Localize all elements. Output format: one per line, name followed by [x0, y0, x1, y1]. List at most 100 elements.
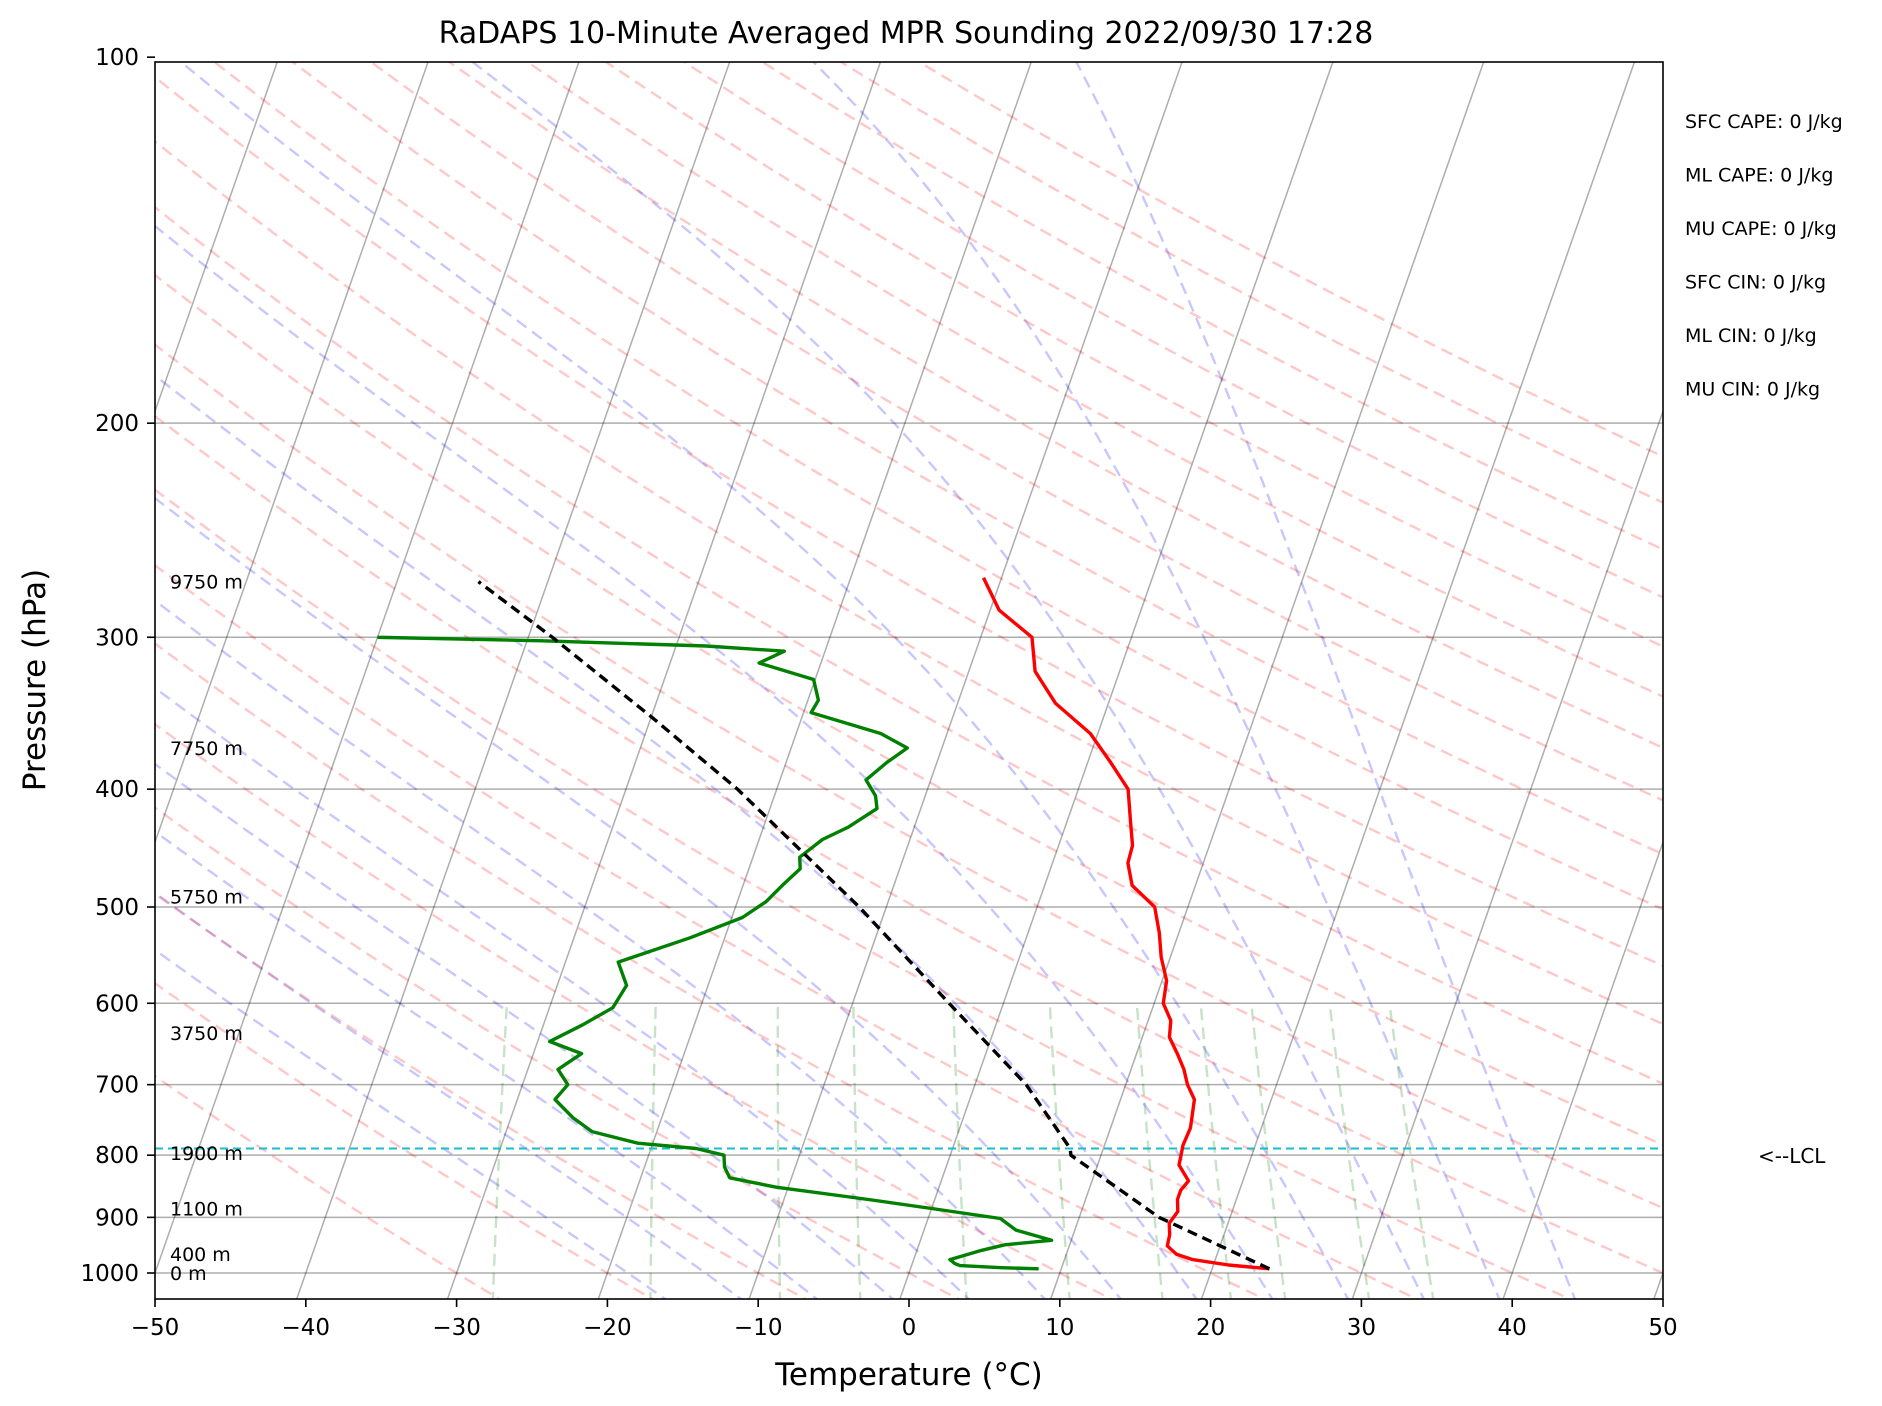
dry-adiabat [155, 722, 1114, 1299]
height-labels: 9750 m 7750 m 5750 m 3750 m 1900 m 1100 m 400 … [170, 572, 243, 1285]
moist-adiabat [155, 496, 1123, 1299]
moist-adiabat [155, 686, 971, 1299]
dry-adiabat [155, 892, 808, 1299]
dry-adiabat [838, 62, 1663, 504]
moist-adiabat [155, 374, 1198, 1299]
mixing-ratio-line [1048, 1003, 1071, 1299]
x-tick-label: −20 [583, 1315, 632, 1341]
height-label: 9750 m [170, 572, 243, 594]
x-axis: −50 −40 −30 −20 −10 0 10 20 30 40 50 [131, 1299, 1678, 1341]
isotherm-line [1200, 62, 1636, 1299]
y-axis: 100 200 300 400 500 600 700 800 900 1000 [80, 45, 155, 1287]
y-tick-label: 1000 [80, 1261, 139, 1287]
y-tick-label: 700 [95, 1073, 139, 1099]
height-label: 3750 m [170, 1023, 243, 1045]
height-label: 0 m [170, 1263, 207, 1285]
dewpoint-profile [377, 635, 1054, 1271]
moist-adiabat [155, 891, 743, 1299]
mixing-ratio-line [1328, 1003, 1371, 1299]
mixing-ratio-line [491, 1003, 508, 1299]
dry-adiabat [155, 806, 961, 1299]
y-tick-label: 100 [95, 45, 139, 71]
height-label: 7750 m [170, 738, 243, 760]
moist-adiabat [155, 830, 819, 1299]
isotherm-line [1049, 62, 1485, 1299]
mixing-ratio-line [649, 1003, 657, 1299]
mixing-ratio-line [852, 1003, 862, 1299]
moist-adiabat [811, 62, 1501, 1299]
stat-line: SFC CAPE: 0 J/kg [1685, 111, 1843, 133]
isotherm-line [155, 62, 279, 414]
y-tick-label: 400 [95, 777, 139, 803]
dry-adiabat [155, 1074, 502, 1299]
y-tick-label: 500 [95, 895, 139, 921]
x-tick-label: 40 [1498, 1315, 1527, 1341]
dry-adiabat [447, 62, 1663, 750]
dry-adiabat [155, 488, 1573, 1299]
stat-line: ML CIN: 0 J/kg [1685, 325, 1817, 347]
y-tick-label: 800 [95, 1143, 139, 1169]
mixing-ratio-lines [491, 1003, 1435, 1299]
x-tick-label: 30 [1347, 1315, 1376, 1341]
y-tick-label: 900 [95, 1205, 139, 1231]
plot-area [155, 62, 1663, 1299]
isotherm-line [295, 62, 731, 1299]
isotherm-line [1502, 839, 1663, 1299]
dry-adiabat [155, 273, 1663, 1147]
dry-adiabat [155, 75, 1663, 968]
dry-adiabat [760, 62, 1663, 551]
height-label: 400 m [170, 1244, 231, 1266]
lcl-label: <--LCL [1758, 1144, 1826, 1168]
x-axis-label: Temperature (°C) [774, 1357, 1043, 1393]
dry-adiabat [155, 414, 1663, 1275]
x-tick-label: 50 [1648, 1315, 1677, 1341]
moist-adiabat [1074, 62, 1577, 1299]
x-tick-label: −50 [131, 1315, 180, 1341]
chart-title: RaDAPS 10-Minute Averaged MPR Sounding 2… [439, 16, 1374, 51]
isotherm-line [597, 62, 1033, 1299]
stat-line: ML CAPE: 0 J/kg [1685, 165, 1833, 187]
x-tick-label: −30 [432, 1315, 481, 1341]
moist-adiabat [155, 224, 1274, 1299]
dry-adiabat [290, 62, 1663, 856]
stat-line: MU CAPE: 0 J/kg [1685, 218, 1837, 240]
y-tick-label: 600 [95, 991, 139, 1017]
isotherm-line [1351, 409, 1663, 1299]
isotherm-line [155, 62, 429, 845]
y-tick-label: 300 [95, 625, 139, 651]
temperature-profile [981, 576, 1270, 1271]
series-layer [377, 576, 1271, 1271]
height-label: 1900 m [170, 1143, 243, 1165]
x-tick-label: 0 [902, 1315, 917, 1341]
y-tick-label: 200 [95, 411, 139, 437]
y-axis-label: Pressure (hPa) [17, 569, 53, 791]
moist-adiabats [155, 62, 1577, 1299]
dry-adiabat [368, 62, 1663, 802]
isotherm-line [748, 62, 1183, 1299]
stats-panel: SFC CAPE: 0 J/kg ML CAPE: 0 J/kg MU CAPE: … [1685, 111, 1843, 401]
mixing-ratio-line [1388, 1003, 1435, 1299]
dry-adiabat [155, 343, 1663, 1210]
x-tick-label: 20 [1196, 1315, 1225, 1341]
moist-adiabat [470, 62, 1426, 1299]
dry-adiabat [155, 642, 1267, 1299]
dry-adiabats [155, 62, 1663, 1299]
dry-adiabat [525, 62, 1663, 698]
x-tick-label: −40 [282, 1315, 331, 1341]
isotherm-line [155, 62, 580, 1276]
stat-line: MU CIN: 0 J/kg [1685, 379, 1820, 401]
dry-adiabat [155, 563, 1420, 1299]
height-label: 1100 m [170, 1198, 243, 1220]
dry-adiabat [155, 981, 655, 1299]
mixing-ratio-line [1250, 1003, 1287, 1299]
stat-line: SFC CIN: 0 J/kg [1685, 272, 1826, 294]
moist-adiabat [155, 948, 668, 1299]
dry-adiabat [603, 62, 1663, 648]
isotherm-line [446, 62, 882, 1299]
mixing-ratio-line [952, 1003, 968, 1299]
mixing-ratio-line [776, 1003, 782, 1299]
moist-adiabat [155, 762, 895, 1299]
parcel-profile [477, 580, 1271, 1271]
isotherm-line [899, 62, 1334, 1299]
